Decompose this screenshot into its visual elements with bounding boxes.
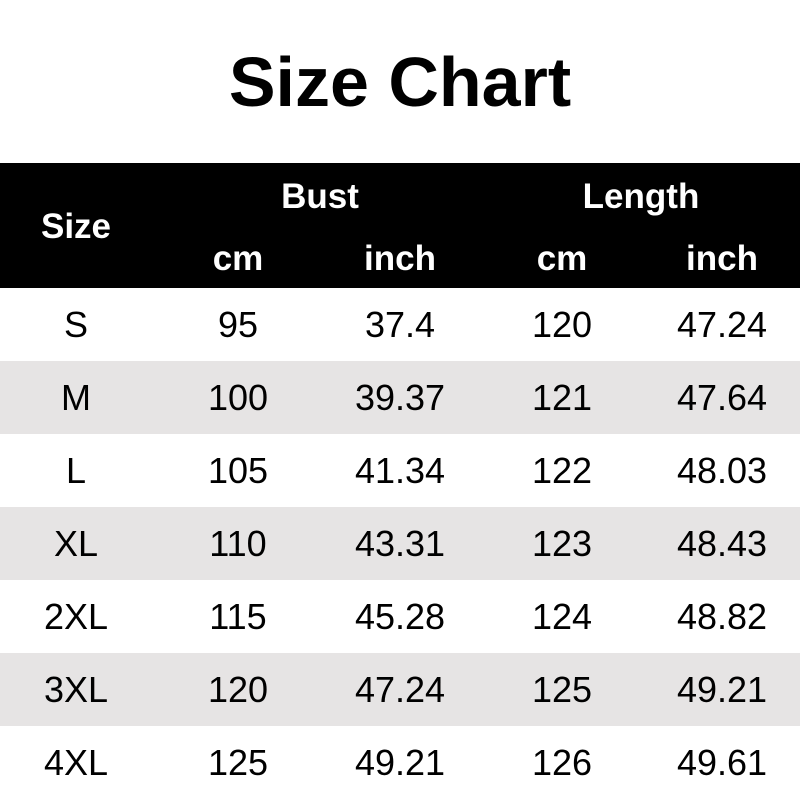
size-cell: 4XL bbox=[43, 742, 109, 783]
length-inch-cell: 49.21 bbox=[676, 669, 768, 710]
size-cell: 3XL bbox=[43, 669, 109, 710]
table-row: L 105 41.34 122 48.03 bbox=[0, 434, 800, 507]
length-cm-cell: 121 bbox=[531, 377, 593, 418]
bust-inch-cell: 39.37 bbox=[354, 377, 446, 418]
length-inch-cell: 47.24 bbox=[676, 304, 768, 345]
size-cell: M bbox=[61, 377, 91, 418]
table-body: S 95 37.4 120 47.24 M 100 39.37 121 47.64 L 105 41.3… bbox=[0, 288, 800, 799]
header-length-inch: inch bbox=[686, 239, 758, 278]
table-row: M 100 39.37 121 47.64 bbox=[0, 361, 800, 434]
length-inch-cell: 47.64 bbox=[676, 377, 768, 418]
table-row: XL 110 43.31 123 48.43 bbox=[0, 507, 800, 580]
length-cm-cell: 123 bbox=[531, 523, 593, 564]
header-length-cm: cm bbox=[536, 239, 588, 278]
bust-inch-cell: 37.4 bbox=[364, 304, 436, 345]
length-cm-cell: 125 bbox=[531, 669, 593, 710]
bust-inch-cell: 47.24 bbox=[354, 669, 446, 710]
bust-cm-cell: 125 bbox=[207, 742, 269, 783]
bust-cm-cell: 115 bbox=[209, 596, 267, 637]
bust-inch-cell: 45.28 bbox=[354, 596, 446, 637]
table-row: 4XL 125 49.21 126 49.61 bbox=[0, 726, 800, 799]
size-cell: S bbox=[63, 304, 89, 345]
length-cm-cell: 120 bbox=[531, 304, 593, 345]
table-row: 3XL 120 47.24 125 49.21 bbox=[0, 653, 800, 726]
header-bust: Bust bbox=[281, 177, 359, 216]
size-cell: 2XL bbox=[43, 596, 109, 637]
bust-cm-cell: 100 bbox=[207, 377, 269, 418]
length-inch-cell: 48.03 bbox=[676, 450, 768, 491]
bust-cm-cell: 120 bbox=[207, 669, 269, 710]
header-size: Size bbox=[40, 207, 112, 246]
header-length: Length bbox=[582, 177, 700, 216]
size-cell: XL bbox=[53, 523, 99, 564]
length-cm-cell: 124 bbox=[531, 596, 593, 637]
header-bust-inch: inch bbox=[364, 239, 436, 278]
length-cm-cell: 122 bbox=[531, 450, 593, 491]
length-inch-cell: 49.61 bbox=[676, 742, 768, 783]
bust-cm-cell: 95 bbox=[217, 304, 259, 345]
length-inch-cell: 48.43 bbox=[676, 523, 768, 564]
bust-cm-cell: 105 bbox=[207, 450, 269, 491]
table-row: 2XL 115 45.28 124 48.82 bbox=[0, 580, 800, 653]
table-header: Size Bust Length cm inch cm inch bbox=[0, 163, 800, 288]
table-row: S 95 37.4 120 47.24 bbox=[0, 288, 800, 361]
header-bust-cm: cm bbox=[212, 239, 264, 278]
length-cm-cell: 126 bbox=[531, 742, 593, 783]
bust-inch-cell: 43.31 bbox=[354, 523, 446, 564]
bust-cm-cell: 110 bbox=[209, 523, 267, 564]
page-title: Size Chart bbox=[228, 43, 572, 121]
bust-inch-cell: 41.34 bbox=[354, 450, 446, 491]
length-inch-cell: 48.82 bbox=[676, 596, 768, 637]
bust-inch-cell: 49.21 bbox=[354, 742, 446, 783]
size-cell: L bbox=[65, 450, 87, 491]
